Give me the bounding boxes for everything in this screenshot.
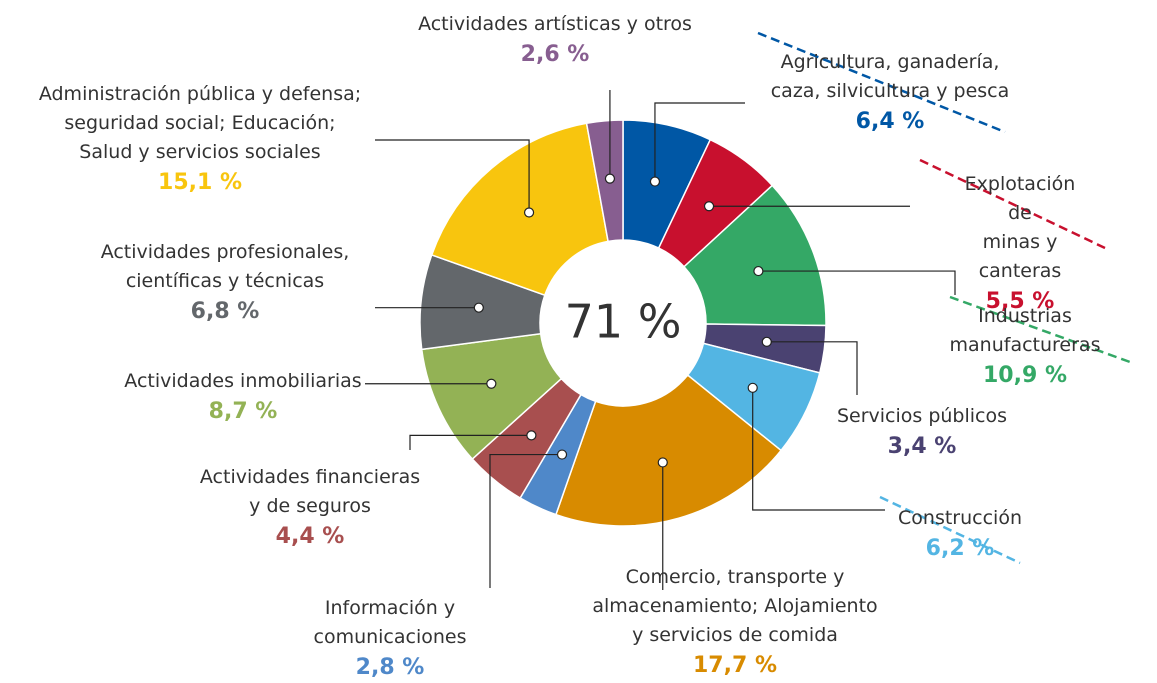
value-label: 17,7 % (693, 653, 777, 678)
category-label: Servicios públicos (836, 405, 1008, 427)
slice-label: Información y comunicaciones 2,8 % (313, 594, 466, 683)
leader-dot (473, 302, 484, 313)
leader-line (489, 453, 563, 588)
leader-dot (526, 430, 537, 441)
slice-label: Construcción 6,2 % (898, 504, 1022, 565)
slice-label: Explotación de minas y canteras 5,5 % (952, 170, 1089, 318)
value-label: 8,7 % (208, 399, 278, 424)
leader-dot (747, 382, 758, 393)
leader-dot (604, 173, 616, 184)
category-label: Construcción (898, 507, 1022, 529)
dashed-line (919, 158, 1106, 250)
leader-dot (761, 336, 772, 347)
slice-label: Agricultura, ganadería, caza, silvicultu… (771, 48, 1010, 138)
value-label: 4,4 % (275, 524, 345, 549)
leader-line (375, 139, 530, 213)
slice-label: Actividades financieras y de seguros 4,4 … (200, 463, 420, 553)
slice (430, 122, 609, 297)
leader-dot (486, 378, 497, 389)
leader-line (409, 434, 532, 450)
category-label: Actividades financieras y de seguros (199, 466, 421, 517)
leader-dot (703, 201, 715, 212)
value-label: 2,8 % (355, 655, 425, 680)
value-label: 6,4 % (855, 109, 925, 134)
slice-label: Servicios públicos 3,4 % (837, 402, 1007, 463)
leader-line (758, 270, 956, 295)
category-label: Industrias manufactureras (949, 305, 1101, 356)
leader-line (766, 341, 858, 395)
slice (585, 119, 624, 243)
value-label: 15,1 % (158, 170, 242, 195)
leader-dot (556, 449, 568, 460)
value-label: 6,8 % (190, 299, 260, 324)
slice-label: Actividades inmobiliarias 8,7 % (124, 367, 361, 428)
category-label: Actividades artísticas y otros (418, 13, 692, 35)
value-label: 5,5 % (985, 289, 1055, 314)
dashed-line (949, 295, 1131, 364)
value-label: 3,4 % (887, 434, 957, 459)
category-label: Agricultura, ganadería, caza, silvicultu… (770, 51, 1010, 102)
leader-line (654, 102, 745, 182)
dashed-line (879, 495, 1021, 565)
category-label: Actividades inmobiliarias (124, 370, 362, 392)
category-label: Actividades profesionales, científicas y… (100, 241, 350, 292)
category-label: Explotación de minas y canteras (964, 173, 1076, 282)
category-label: Comercio, transporte y almacenamiento; A… (592, 566, 878, 646)
value-label: 10,9 % (983, 363, 1067, 388)
slice-label: Actividades profesionales, científicas y… (101, 238, 350, 328)
decoration (757, 31, 1131, 565)
dashed-line (757, 31, 1006, 134)
slice-label: Administración pública y defensa; seguri… (39, 80, 361, 199)
category-label: Información y comunicaciones (313, 597, 467, 648)
leader-dot (649, 176, 661, 187)
category-label: Administración pública y defensa; seguri… (38, 83, 362, 163)
center-label: 71 % (565, 295, 682, 349)
slice-label: Actividades artísticas y otros 2,6 % (418, 10, 692, 71)
leader-dot (753, 265, 764, 277)
slice-label: Comercio, transporte y almacenamiento; A… (592, 563, 877, 682)
leader-dot (523, 207, 535, 218)
leader-dot (657, 457, 668, 468)
leader-line (752, 387, 885, 511)
slice-label: Industrias manufactureras 10,9 % (950, 302, 1101, 392)
slice (554, 374, 783, 527)
value-label: 6,2 % (925, 536, 995, 561)
value-label: 2,6 % (520, 42, 590, 67)
